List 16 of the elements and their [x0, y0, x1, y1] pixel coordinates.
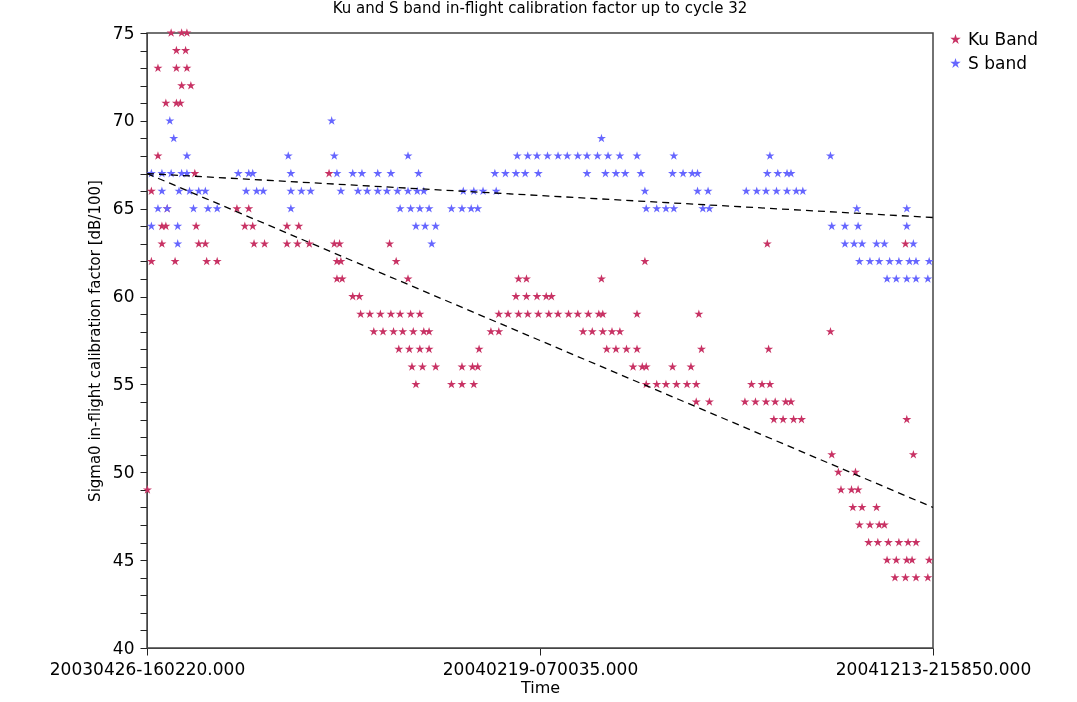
legend-label: Ku Band	[968, 28, 1039, 49]
y-tick-label: 50	[112, 461, 135, 482]
chart-title: Ku and S band in-flight calibration factor up to cycle 32	[332, 0, 748, 17]
y-tick-label: 70	[112, 110, 135, 131]
x-tick-label: 20040219-070035.000	[442, 658, 639, 679]
y-axis-title: Sigma0 in-flight calibration factor [dB/100]	[85, 180, 104, 502]
y-tick-label: 55	[112, 373, 135, 394]
y-tick-label: 60	[112, 286, 135, 307]
x-tick-label: 20030426-160220.000	[49, 658, 246, 679]
y-tick-label: 40	[112, 637, 135, 658]
y-tick-label: 45	[112, 549, 135, 570]
x-tick-label: 20041213-215850.000	[835, 658, 1032, 679]
x-axis-title: Time	[519, 677, 561, 697]
y-tick-label: 75	[112, 22, 135, 43]
legend-label: S band	[968, 52, 1027, 73]
y-tick-label: 65	[112, 198, 135, 219]
